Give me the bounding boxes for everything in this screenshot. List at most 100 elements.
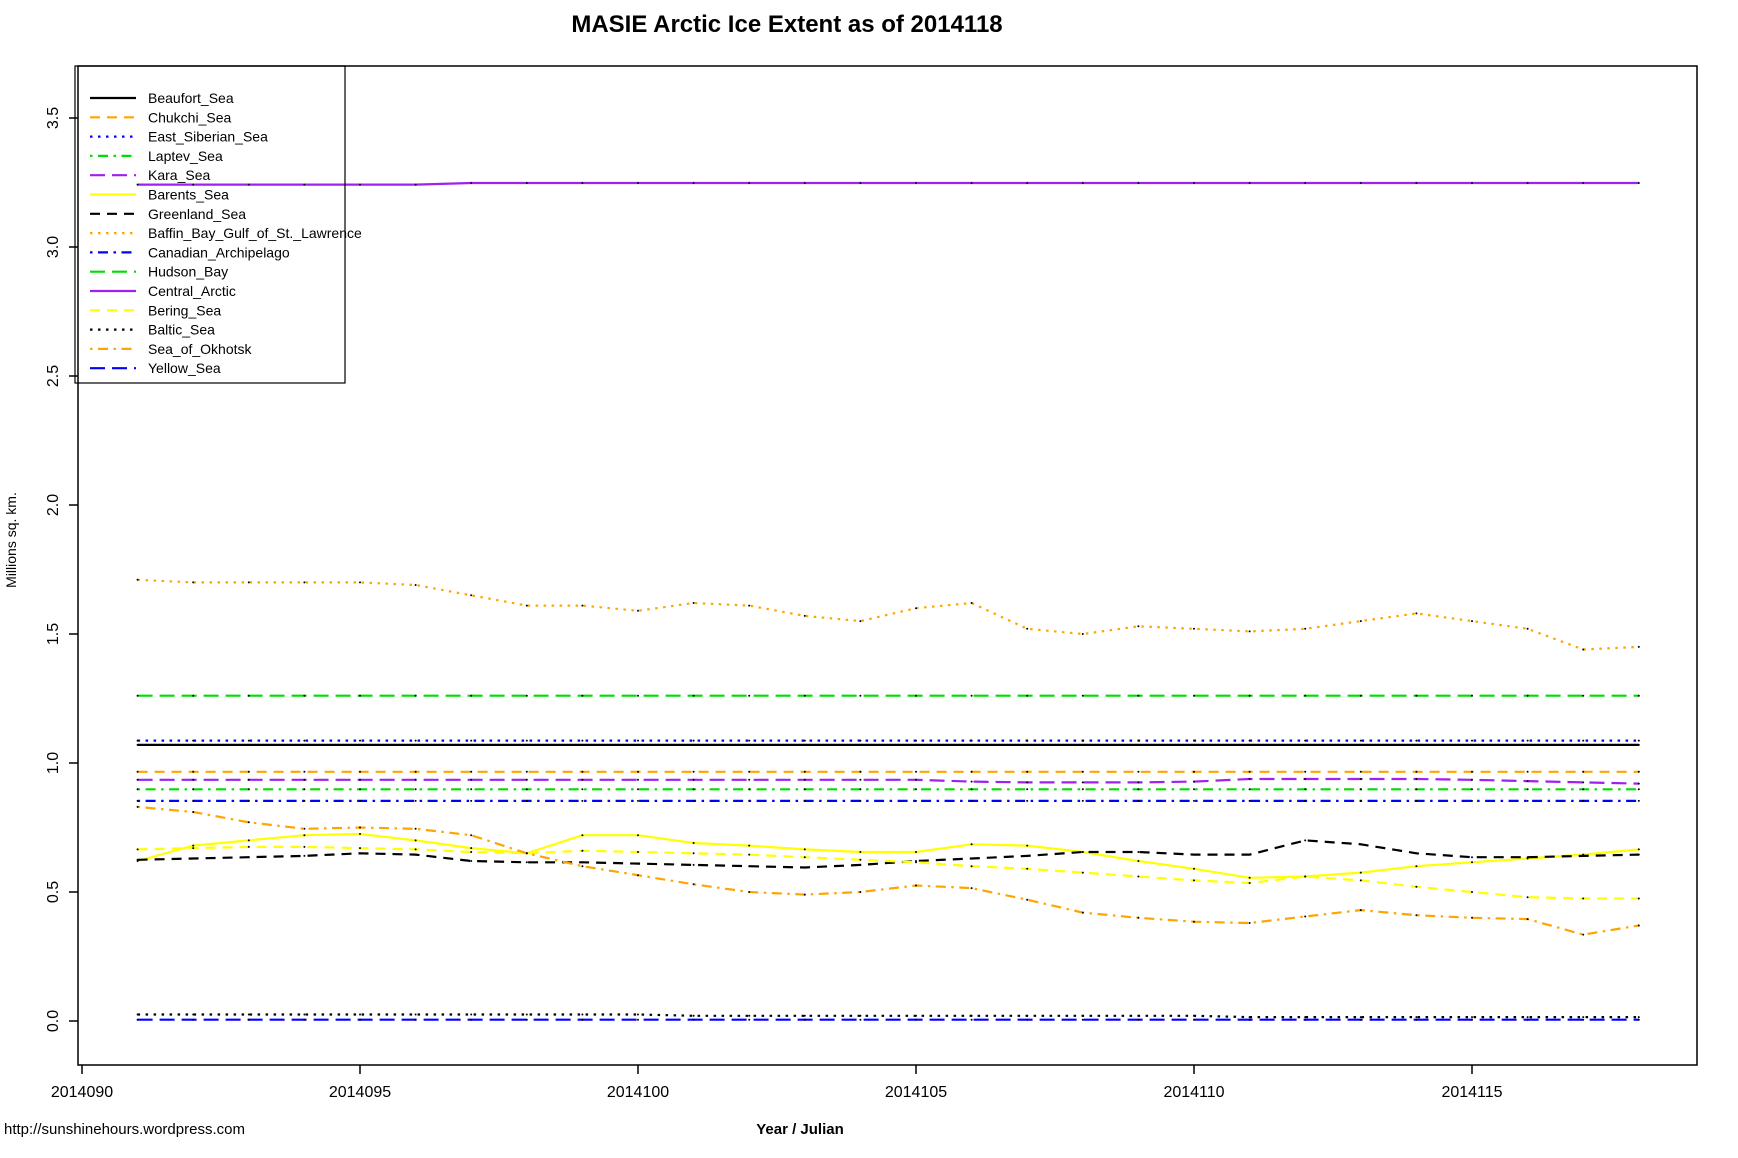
- series-point-Canadian_Archipelago: [247, 799, 250, 802]
- series-point-Sea_of_Okhotsk: [1248, 922, 1251, 924]
- series-point-Chukchi_Sea: [1137, 770, 1140, 773]
- series-point-Kara_Sea: [692, 778, 695, 781]
- series-point-Canadian_Archipelago: [915, 799, 917, 802]
- series-point-Bering_Sea: [192, 847, 195, 850]
- series-point-Greenland_Sea: [637, 862, 639, 865]
- series-point-Laptev_Sea: [1471, 788, 1473, 791]
- series-point-Yellow_Sea: [525, 1018, 528, 1021]
- series-point-Beaufort_Sea: [1193, 743, 1195, 746]
- series-point-Yellow_Sea: [414, 1018, 417, 1021]
- footer-credit: http://sunshinehours.wordpress.com: [4, 1121, 245, 1138]
- series-point-Baffin_Bay_Gulf_of_St._Lawrence: [803, 614, 806, 617]
- series-point-Sea_of_Okhotsk: [915, 884, 917, 887]
- series-point-Laptev_Sea: [247, 788, 250, 791]
- series-point-Laptev_Sea: [192, 788, 195, 791]
- series-point-Baltic_Sea: [1582, 1016, 1585, 1019]
- series-point-Baffin_Bay_Gulf_of_St._Lawrence: [1026, 627, 1029, 630]
- series-point-Kara_Sea: [1471, 778, 1473, 781]
- series-point-Central_Arctic: [859, 182, 862, 184]
- series-point-Bering_Sea: [1304, 875, 1307, 878]
- y-axis-label: Millions sq. km.: [3, 492, 19, 588]
- series-point-Greenland_Sea: [803, 866, 806, 869]
- series-point-Baltic_Sea: [414, 1013, 417, 1016]
- series-point-Yellow_Sea: [1359, 1018, 1362, 1021]
- series-point-Baffin_Bay_Gulf_of_St._Lawrence: [1359, 620, 1362, 623]
- series-point-Yellow_Sea: [970, 1018, 973, 1021]
- series-point-Central_Arctic: [1637, 182, 1640, 184]
- series-point-Kara_Sea: [581, 778, 584, 781]
- series-point-East_Siberian_Sea: [1026, 739, 1029, 742]
- series-point-Greenland_Sea: [1193, 853, 1195, 856]
- series-point-Laptev_Sea: [915, 788, 917, 791]
- series-point-Barents_Sea: [303, 834, 306, 837]
- series-point-Canadian_Archipelago: [1582, 799, 1585, 802]
- series-point-Hudson_Bay: [136, 694, 139, 697]
- series-point-Central_Arctic: [1471, 182, 1473, 184]
- series-point-Yellow_Sea: [303, 1018, 306, 1021]
- series-point-Central_Arctic: [1137, 182, 1140, 184]
- series-point-Yellow_Sea: [359, 1018, 361, 1021]
- series-point-Barents_Sea: [1471, 861, 1473, 864]
- series-point-Bering_Sea: [414, 848, 417, 851]
- series-point-Hudson_Bay: [1582, 694, 1585, 697]
- series-point-Bering_Sea: [1193, 879, 1195, 882]
- series-point-East_Siberian_Sea: [748, 739, 751, 742]
- series-point-Baffin_Bay_Gulf_of_St._Lawrence: [1304, 627, 1307, 630]
- series-point-Baltic_Sea: [1304, 1016, 1307, 1019]
- series-point-Beaufort_Sea: [748, 743, 751, 746]
- x-tick-label-2014095: 2014095: [329, 1084, 391, 1101]
- series-point-Hudson_Bay: [1526, 694, 1529, 697]
- series-point-Yellow_Sea: [1582, 1018, 1585, 1021]
- series-point-Baltic_Sea: [1137, 1014, 1140, 1017]
- series-point-Central_Arctic: [637, 182, 639, 184]
- series-point-Kara_Sea: [1526, 780, 1529, 783]
- series-point-Canadian_Archipelago: [1026, 799, 1029, 802]
- legend-item-Greenland_Sea: Greenland_Sea: [90, 206, 246, 222]
- series-point-Baltic_Sea: [303, 1013, 306, 1016]
- series-point-Canadian_Archipelago: [581, 799, 584, 802]
- series-line-Kara_Sea: [137, 777, 1639, 785]
- series-point-Bering_Sea: [748, 853, 751, 856]
- series-point-Hudson_Bay: [692, 694, 695, 697]
- series-point-Sea_of_Okhotsk: [692, 883, 695, 886]
- series-point-Hudson_Bay: [1304, 694, 1307, 697]
- series-point-Baffin_Bay_Gulf_of_St._Lawrence: [581, 604, 584, 607]
- series-point-Greenland_Sea: [970, 857, 973, 860]
- series-point-Kara_Sea: [637, 778, 639, 781]
- series-point-Barents_Sea: [970, 843, 973, 846]
- series-point-Barents_Sea: [637, 834, 639, 837]
- series-point-Kara_Sea: [247, 778, 250, 781]
- series-point-Beaufort_Sea: [470, 743, 473, 746]
- series-point-Kara_Sea: [1137, 781, 1140, 784]
- series-point-Beaufort_Sea: [1359, 743, 1362, 746]
- series-point-Canadian_Archipelago: [525, 799, 528, 802]
- series-point-Beaufort_Sea: [859, 743, 862, 746]
- legend-label-Bering_Sea: Bering_Sea: [148, 302, 221, 318]
- series-point-Yellow_Sea: [637, 1018, 639, 1021]
- series-point-Yellow_Sea: [1471, 1018, 1473, 1021]
- series-point-Laptev_Sea: [1637, 788, 1640, 791]
- series-point-Canadian_Archipelago: [803, 799, 806, 802]
- y-tick-label-0.0: 0.0: [45, 1010, 62, 1032]
- series-point-Canadian_Archipelago: [359, 799, 361, 802]
- series-point-Barents_Sea: [1248, 876, 1251, 879]
- series-point-Beaufort_Sea: [637, 743, 639, 746]
- series-point-Central_Arctic: [1193, 182, 1195, 184]
- series-point-Hudson_Bay: [1081, 694, 1084, 697]
- x-tick-label-2014090: 2014090: [51, 1084, 113, 1101]
- series-point-East_Siberian_Sea: [470, 739, 473, 742]
- series-point-Canadian_Archipelago: [192, 799, 195, 802]
- series-point-Kara_Sea: [136, 778, 139, 781]
- series-point-Yellow_Sea: [470, 1018, 473, 1021]
- series-point-Hudson_Bay: [803, 694, 806, 697]
- x-tick-label-2014110: 2014110: [1163, 1084, 1224, 1101]
- series-point-Kara_Sea: [525, 778, 528, 781]
- y-tick-label-2.5: 2.5: [45, 365, 62, 387]
- series-point-Baffin_Bay_Gulf_of_St._Lawrence: [915, 607, 917, 610]
- series-point-Greenland_Sea: [1415, 852, 1418, 855]
- series-point-Chukchi_Sea: [1637, 770, 1640, 773]
- series-point-Beaufort_Sea: [1081, 743, 1084, 746]
- series-point-Barents_Sea: [859, 851, 862, 853]
- series-point-Chukchi_Sea: [859, 770, 862, 773]
